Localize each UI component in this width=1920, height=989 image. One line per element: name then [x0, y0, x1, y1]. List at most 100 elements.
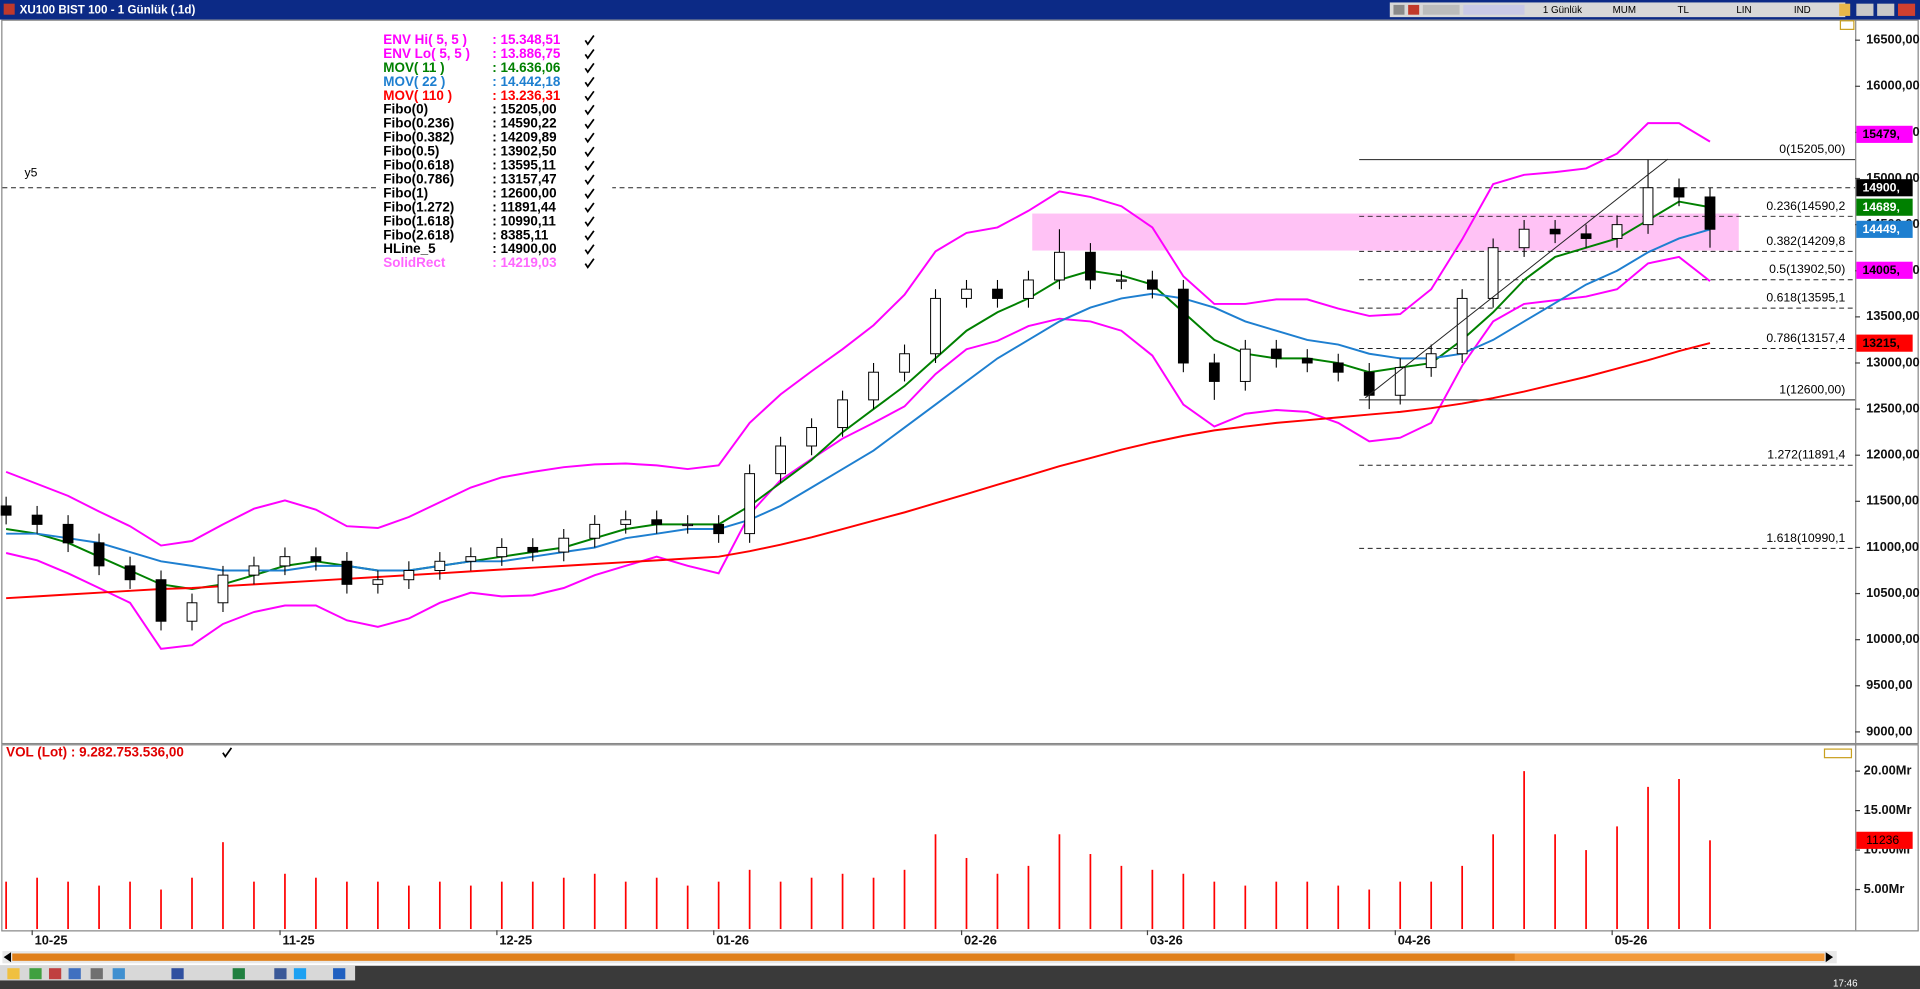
legend: ENV Hi( 5, 5 ) : 15.348,51 ENV Lo( 5, 5 ):…: [379, 32, 613, 273]
legend-check: [584, 132, 595, 144]
candle-body: [558, 537, 570, 553]
toolbar-scale[interactable]: LIN: [1736, 5, 1751, 16]
legend-value: : 13902,50: [492, 144, 556, 159]
scroll-thumb[interactable]: [1514, 953, 1825, 961]
tool-icon[interactable]: [7, 968, 20, 980]
scroll-left[interactable]: [3, 952, 12, 963]
close-button[interactable]: [1897, 3, 1916, 16]
candle-body: [124, 565, 136, 581]
toolbar-currency[interactable]: TL: [1678, 5, 1690, 16]
y-tick-label: 15.00Mr: [1864, 802, 1912, 817]
fibo-label: 0.236(14590,2: [1766, 199, 1845, 213]
maximize-button[interactable]: [1877, 3, 1895, 16]
y-tick-label: 9000,00: [1866, 723, 1912, 738]
legend-name: Fibo(2.618): [383, 227, 454, 242]
tool-icon[interactable]: [232, 968, 245, 980]
legend-check: [584, 160, 595, 172]
tool-icon[interactable]: [90, 968, 103, 980]
tool-icon[interactable]: [29, 968, 42, 980]
price-tag: [1856, 334, 1913, 352]
candle-body: [372, 579, 384, 585]
candle-body: [744, 473, 756, 535]
tool-icon[interactable]: [333, 968, 346, 980]
toolbar-period[interactable]: 1 Günlük: [1543, 5, 1582, 16]
legend-name: ENV Lo( 5, 5 ): [383, 46, 470, 61]
candle-body: [1332, 362, 1344, 373]
legend-check: [584, 48, 595, 60]
legend-check: [584, 90, 595, 102]
candle-body: [155, 579, 167, 622]
tool-icon[interactable]: [1463, 4, 1525, 15]
legend-name: Fibo(0.5): [383, 144, 439, 159]
taskbar: [0, 965, 1920, 989]
candle-body: [1487, 247, 1499, 299]
toolbar-indicators[interactable]: IND: [1794, 5, 1811, 16]
tool-icon[interactable]: [293, 968, 307, 980]
legend-value: : 13595,11: [492, 158, 556, 173]
price-layer: 9000,00 9500,00 10000,00 10500,00 11000,00 11…: [0, 32, 1920, 948]
candle-body: [620, 519, 632, 525]
x-tick-label: 02-26: [964, 933, 997, 948]
tool-icon[interactable]: [1408, 4, 1420, 15]
tool-icon[interactable]: [1393, 4, 1405, 15]
candle-body: [1270, 348, 1282, 359]
indicator-line: [5, 122, 1711, 547]
legend-value: : 8385,11: [492, 227, 549, 242]
legend-check: [584, 146, 595, 158]
scroll-track[interactable]: [12, 953, 1825, 961]
volume-title: VOL (Lot) : 9.282.753.536,00: [6, 744, 184, 759]
price-tag: [1856, 261, 1913, 279]
quick-icons: [7, 968, 346, 980]
tool-icon[interactable]: [68, 968, 81, 980]
candle-body: [682, 523, 694, 527]
legend-value: : 14209,89: [492, 130, 556, 145]
legend-value: : 15.348,51: [492, 32, 561, 47]
candle-body: [217, 574, 229, 604]
tool-icon[interactable]: [1422, 4, 1460, 15]
volume-panel: [1, 744, 1919, 932]
legend-value: : 14590,22: [492, 116, 556, 131]
legend-check: [584, 174, 595, 186]
x-tick-label: 12-25: [499, 933, 532, 948]
tool-icon[interactable]: [48, 968, 62, 980]
candle-body: [806, 427, 817, 447]
legend-value: : 14900,00: [492, 241, 556, 256]
legend-name: ENV Hi( 5, 5 ): [383, 32, 467, 47]
legend-check: [584, 216, 595, 227]
fibo-label: 0(15205,00): [1779, 142, 1845, 156]
candle-body: [1611, 224, 1623, 239]
legend-name: Fibo(0): [383, 102, 428, 117]
price-tag-label: 15479,: [1862, 127, 1899, 141]
legend-name: SolidRect: [383, 255, 446, 270]
legend-name: Fibo(1): [383, 185, 428, 200]
candle-body: [465, 556, 477, 562]
fibo-label: 1.618(10990,1: [1766, 531, 1845, 545]
panel-button[interactable]: [1823, 748, 1853, 759]
candle-body: [589, 523, 601, 539]
candle-body: [279, 556, 291, 567]
indicator-line: [6, 342, 1711, 600]
candle-body: [899, 353, 910, 373]
toolbar-type[interactable]: MUM: [1613, 5, 1636, 16]
legend-name: HLine_5: [383, 241, 436, 256]
panel-button[interactable]: [1839, 20, 1855, 30]
scroll-right[interactable]: [1825, 952, 1834, 963]
volume-tag: [1856, 831, 1913, 849]
y-tick-label: 16500,00: [1866, 32, 1920, 47]
minimize-button[interactable]: [1856, 3, 1874, 16]
x-tick-label: 10-25: [35, 933, 68, 948]
tool-icon[interactable]: [171, 968, 184, 980]
y-tick-label: 11000,00: [1866, 539, 1919, 554]
window-button[interactable]: [1839, 3, 1851, 16]
candle-body: [775, 445, 786, 475]
candle-body: [1085, 251, 1096, 281]
candle-body: [1425, 353, 1437, 369]
candle-body: [496, 546, 508, 558]
tool-icon[interactable]: [274, 968, 287, 980]
x-tick-label: 03-26: [1150, 933, 1183, 948]
tool-icon[interactable]: [112, 968, 125, 980]
y-tick-label: 20.00Mr: [1864, 763, 1912, 778]
candle-body: [930, 297, 941, 355]
candle-body: [1673, 187, 1685, 198]
